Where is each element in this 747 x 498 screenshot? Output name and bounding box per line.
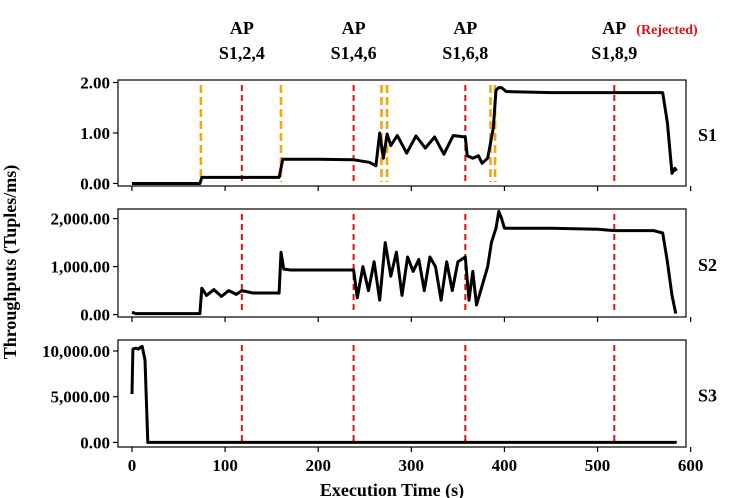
series-line-S3: [130, 344, 677, 444]
panel-label-S1: S1: [698, 125, 717, 145]
ytick-label-S3: 10,000.00: [42, 342, 110, 361]
xtick-label: 600: [678, 456, 704, 475]
ytick-label-S1: 0.00: [80, 174, 110, 193]
xtick-label: 500: [585, 456, 611, 475]
xtick-label: 0: [128, 456, 137, 475]
ytick-label-S2: 1,000.00: [51, 258, 111, 277]
y-axis-label: Throughputs (Tuples/ms): [0, 165, 21, 360]
panel-frame-S1: [117, 79, 687, 187]
xtick-label: 200: [305, 456, 331, 475]
annotation-streams: S1,8,9: [591, 43, 637, 63]
series-line-S2: [131, 209, 678, 316]
x-axis-label: Execution Time (s): [320, 480, 464, 498]
xtick-label: 100: [212, 456, 238, 475]
rejected-label: (Rejected): [636, 23, 698, 38]
annotation-streams: S1,4,6: [331, 43, 377, 63]
ytick-label-S1: 1.00: [80, 124, 110, 143]
xtick-label: 400: [492, 456, 518, 475]
ytick-label-S3: 0.00: [80, 433, 110, 452]
annotation-top: AP: [453, 18, 477, 38]
annotation-top: AP: [230, 18, 254, 38]
ytick-label-S1: 2.00: [80, 74, 110, 93]
panel-frame-S2: [117, 208, 687, 318]
panel-label-S2: S2: [698, 255, 717, 275]
xtick-label: 300: [399, 456, 425, 475]
ytick-label-S2: 0.00: [80, 306, 110, 325]
series-line-S1: [132, 86, 678, 185]
annotation-top: AP: [602, 18, 626, 38]
annotation-streams: S1,6,8: [442, 43, 488, 63]
ytick-label-S2: 2,000.00: [51, 210, 111, 229]
ytick-label-S3: 5,000.00: [51, 388, 111, 407]
panel-frame-S3: [117, 339, 687, 448]
panel-label-S3: S3: [698, 386, 717, 406]
annotation-streams: S1,2,4: [219, 43, 265, 63]
annotation-top: AP: [342, 18, 366, 38]
